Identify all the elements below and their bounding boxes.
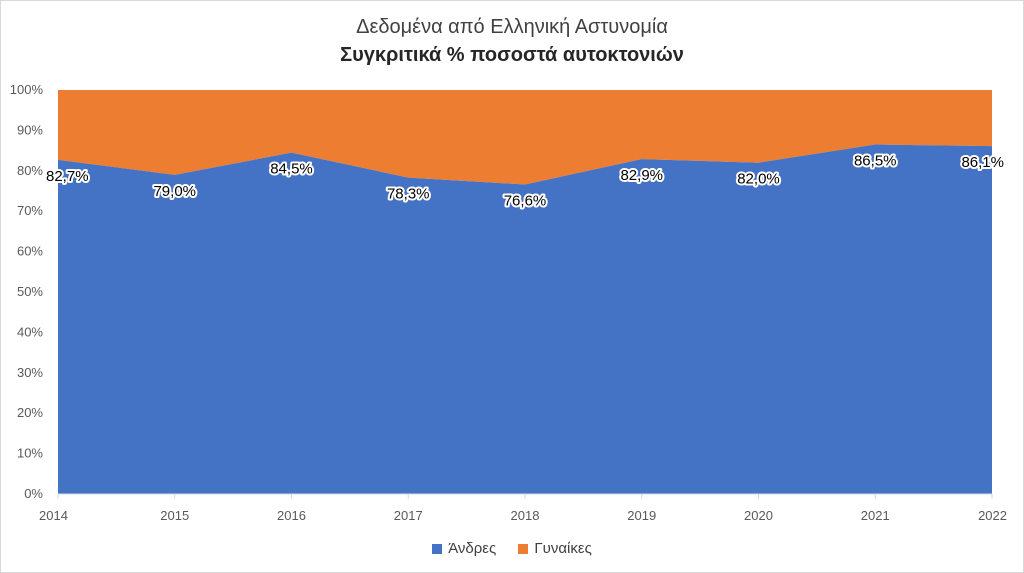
y-tick-label: 10% xyxy=(17,446,43,461)
data-label: 82,7% xyxy=(46,168,89,185)
data-label: 84,5% xyxy=(270,161,313,178)
data-label: 76,6% xyxy=(504,193,547,210)
data-label: 82,9% xyxy=(620,167,663,184)
data-label: 82,0% xyxy=(737,171,780,188)
x-tick-label: 2019 xyxy=(627,508,656,523)
chart-title-block: Δεδομένα από Ελληνική Αστυνομία Συγκριτι… xyxy=(1,13,1023,69)
data-label: 86,1% xyxy=(961,154,1004,171)
legend-label-women: Γυναίκες xyxy=(534,540,592,557)
y-tick-label: 50% xyxy=(17,284,43,299)
series-area-men xyxy=(58,144,992,495)
data-label-layer: 82,7% 79,0% 84,5% 78,3% 76,6% 82,9% 82,0% 86,5%… xyxy=(44,151,1006,212)
legend-item-women: Γυναίκες xyxy=(518,540,592,557)
y-tick-label: 0% xyxy=(24,486,43,501)
axes-layer: 0% 10% 20% 30% 40% 50% 60% 70% 80% 90% 100% 2014 201… xyxy=(10,82,1007,523)
legend-label-men: Άνδρες xyxy=(448,540,497,557)
y-tick-label: 20% xyxy=(17,405,43,420)
y-tick-label: 80% xyxy=(17,163,43,178)
legend-swatch-women xyxy=(518,543,529,554)
y-tick-label: 40% xyxy=(17,324,43,339)
y-tick-label: 100% xyxy=(10,82,44,97)
x-tick-label: 2017 xyxy=(394,508,423,523)
legend-item-men: Άνδρες xyxy=(432,540,496,557)
data-label: 78,3% xyxy=(387,186,430,203)
y-tick-label: 30% xyxy=(17,365,43,380)
legend: Άνδρες Γυναίκες xyxy=(1,540,1023,558)
x-tick-label: 2016 xyxy=(277,508,306,523)
y-tick-label: 60% xyxy=(17,244,43,259)
chart-title: Δεδομένα από Ελληνική Αστυνομία xyxy=(356,16,668,38)
y-tick-label: 90% xyxy=(17,122,43,137)
x-tick-label: 2021 xyxy=(861,508,890,523)
x-tick-label: 2020 xyxy=(744,508,773,523)
area-layer xyxy=(58,90,992,495)
x-tick-label: 2018 xyxy=(511,508,540,523)
x-tick-label: 2014 xyxy=(39,508,68,523)
y-tick-label: 70% xyxy=(17,203,43,218)
data-label: 86,5% xyxy=(854,153,897,170)
series-area-women xyxy=(58,90,992,185)
x-tick-label: 2015 xyxy=(160,508,189,523)
chart-subtitle: Συγκριτικά % ποσοστά αυτοκτονιών xyxy=(340,44,684,66)
legend-swatch-men xyxy=(432,543,443,554)
x-tick-label: 2022 xyxy=(978,508,1007,523)
data-label: 79,0% xyxy=(153,183,196,200)
